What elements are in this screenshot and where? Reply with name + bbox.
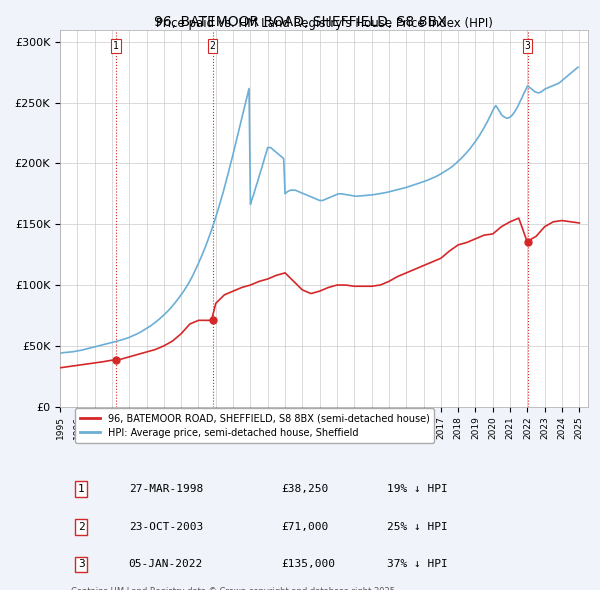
Text: 2: 2 <box>78 522 85 532</box>
Text: 1: 1 <box>113 41 119 51</box>
Text: £135,000: £135,000 <box>282 559 336 569</box>
Text: £38,250: £38,250 <box>282 484 329 494</box>
Text: 96, BATEMOOR ROAD, SHEFFIELD, S8 8BX: 96, BATEMOOR ROAD, SHEFFIELD, S8 8BX <box>154 15 446 29</box>
Text: 3: 3 <box>78 559 85 569</box>
Text: 19% ↓ HPI: 19% ↓ HPI <box>388 484 448 494</box>
Text: 05-JAN-2022: 05-JAN-2022 <box>128 559 203 569</box>
Text: 37% ↓ HPI: 37% ↓ HPI <box>388 559 448 569</box>
Title: Price paid vs. HM Land Registry's House Price Index (HPI): Price paid vs. HM Land Registry's House … <box>155 17 493 30</box>
Text: 23-OCT-2003: 23-OCT-2003 <box>128 522 203 532</box>
Text: 25% ↓ HPI: 25% ↓ HPI <box>388 522 448 532</box>
Text: £71,000: £71,000 <box>282 522 329 532</box>
Text: 27-MAR-1998: 27-MAR-1998 <box>128 484 203 494</box>
Text: 2: 2 <box>209 41 215 51</box>
Text: 1: 1 <box>78 484 85 494</box>
Text: 3: 3 <box>524 41 530 51</box>
Text: Contains HM Land Registry data © Crown copyright and database right 2025.
This d: Contains HM Land Registry data © Crown c… <box>71 587 397 590</box>
Legend: 96, BATEMOOR ROAD, SHEFFIELD, S8 8BX (semi-detached house), HPI: Average price, : 96, BATEMOOR ROAD, SHEFFIELD, S8 8BX (se… <box>76 408 434 442</box>
